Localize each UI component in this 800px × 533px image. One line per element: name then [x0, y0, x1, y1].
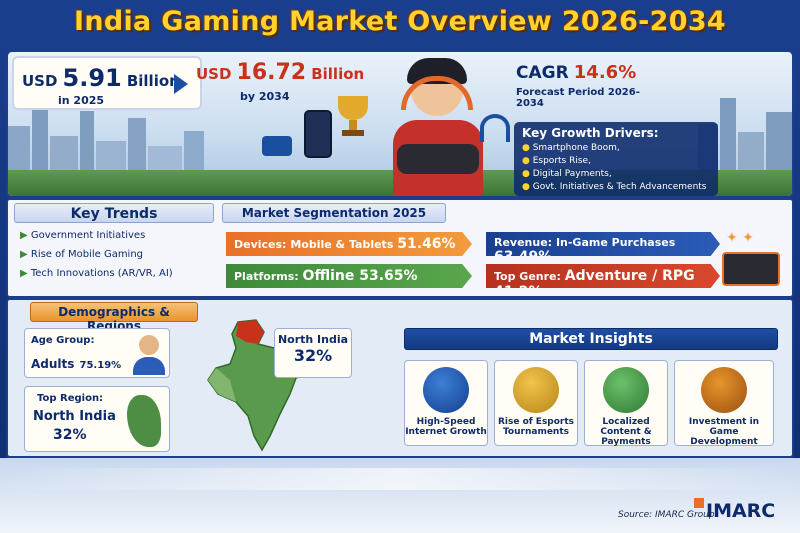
- insight-card-internet: High-Speed Internet Growth: [404, 360, 488, 446]
- market-insights-header: Market Insights: [404, 328, 778, 350]
- wifi-icon: [480, 114, 510, 142]
- source-text: Source: IMARC Group: [618, 510, 715, 520]
- insight-card-esports: Rise of Esports Tournaments: [494, 360, 578, 446]
- stat-2025-unit: Billion: [126, 72, 180, 90]
- insight-card-localized: Localized Content & Payments: [584, 360, 668, 447]
- demographics-header: Demographics & Regions: [30, 302, 198, 333]
- building-icon: [701, 367, 747, 413]
- growth-driver-item: ● Smartphone Boom,: [522, 143, 620, 153]
- key-trend-item: ▶ Government Initiatives: [20, 230, 146, 241]
- map-callout: North India 32%: [274, 328, 352, 378]
- insight-label: Investment in Game Development: [688, 417, 760, 447]
- top-region-label: Top Region:: [37, 393, 104, 404]
- age-group-card: Age Group: Adults 75.19%: [24, 328, 170, 378]
- key-trends-header: Key Trends: [14, 203, 214, 223]
- growth-driver-item: ● Esports Rise,: [522, 156, 591, 166]
- footer: Source: IMARC Group IMARC: [0, 458, 800, 533]
- north-india-map-icon: [127, 395, 161, 447]
- game-console-icon: ✦ ✦: [722, 230, 782, 290]
- stat-2034-panel: USD 16.72 Billion by 2034: [196, 60, 396, 114]
- platforms-ribbon: Platforms: Offline 53.65%: [226, 264, 472, 288]
- map-region-value: 32%: [293, 346, 333, 365]
- growth-drivers-panel: Key Growth Drivers: ● Smartphone Boom, ●…: [514, 122, 718, 196]
- smartphone-icon: [304, 110, 332, 158]
- stat-2025-prefix: USD: [22, 72, 58, 90]
- insight-label: Localized Content & Payments: [600, 417, 652, 447]
- growth-arrow-icon: [174, 74, 188, 94]
- trophy-icon: [513, 367, 559, 413]
- stat-2034-unit: Billion: [311, 65, 365, 83]
- wifi-icon: [423, 367, 469, 413]
- trophy-icon: [338, 96, 368, 136]
- devices-ribbon: Devices: Mobile & Tablets 51.46%: [226, 232, 472, 256]
- stat-2025-value: 5.91: [62, 64, 122, 92]
- genre-ribbon: Top Genre: Adventure / RPG 41.2%: [486, 264, 720, 288]
- stat-2034-prefix: USD: [196, 65, 232, 83]
- key-trends-list: ▶ Government Initiatives ▶ Rise of Mobil…: [20, 230, 210, 287]
- segmentation-header: Market Segmentation 2025: [222, 203, 446, 223]
- footer-wave: [0, 468, 800, 490]
- stat-2034-year: by 2034: [240, 90, 290, 103]
- gamepad-icon: [397, 144, 479, 174]
- key-trend-item: ▶ Rise of Mobile Gaming: [20, 249, 144, 260]
- map-region-name: North India: [277, 333, 349, 346]
- page-title: India Gaming Market Overview 2026-2034: [73, 6, 727, 37]
- cagr-label: CAGR: [516, 63, 569, 83]
- growth-driver-item: ● Govt. Initiatives & Tech Advancements: [522, 182, 707, 192]
- age-group-label: Age Group:: [31, 335, 95, 346]
- trends-segmentation-band: Key Trends Market Segmentation 2025 ▶ Go…: [6, 198, 794, 298]
- revenue-ribbon: Revenue: In-Game Purchases 63.49%: [486, 232, 720, 256]
- gamer-illustration: [383, 58, 493, 196]
- insight-label: High-Speed Internet Growth: [405, 417, 487, 437]
- cagr-panel: CAGR 14.6% Forecast Period 2026-2034: [516, 62, 666, 112]
- imarc-logo-mark: [694, 498, 704, 508]
- imarc-logo: IMARC: [706, 500, 776, 522]
- payment-chat-icon: [603, 367, 649, 413]
- top-region-card: Top Region: North India 32%: [24, 386, 170, 452]
- top-region-value: 32%: [53, 427, 87, 443]
- cagr-value: 14.6%: [573, 62, 637, 83]
- demographics-insights-band: Demographics & Regions Age Group: Adults…: [6, 298, 794, 458]
- market-size-band: USD 5.91 Billion in 2025 USD 16.72 Billi…: [6, 50, 794, 198]
- stat-2034-value: 16.72: [236, 60, 307, 85]
- insight-card-investment: Investment in Game Development: [674, 360, 774, 447]
- stat-2025-year: in 2025: [58, 94, 105, 107]
- key-trend-item: ▶ Tech Innovations (AR/VR, AI): [20, 268, 173, 279]
- growth-drivers-title: Key Growth Drivers:: [522, 126, 659, 140]
- person-avatar-icon: [133, 335, 165, 375]
- stat-2025-panel: USD 5.91 Billion in 2025: [12, 56, 202, 110]
- video-play-icon: [262, 136, 292, 156]
- insight-label: Rise of Esports Tournaments: [497, 417, 575, 437]
- age-group-value: 75.19%: [79, 360, 122, 371]
- growth-driver-item: ● Digital Payments,: [522, 169, 612, 179]
- india-map: North India 32%: [178, 318, 378, 454]
- top-region-name: North India: [33, 409, 116, 424]
- forecast-period: Forecast Period 2026-2034: [516, 87, 640, 109]
- age-group-name: Adults: [31, 357, 75, 371]
